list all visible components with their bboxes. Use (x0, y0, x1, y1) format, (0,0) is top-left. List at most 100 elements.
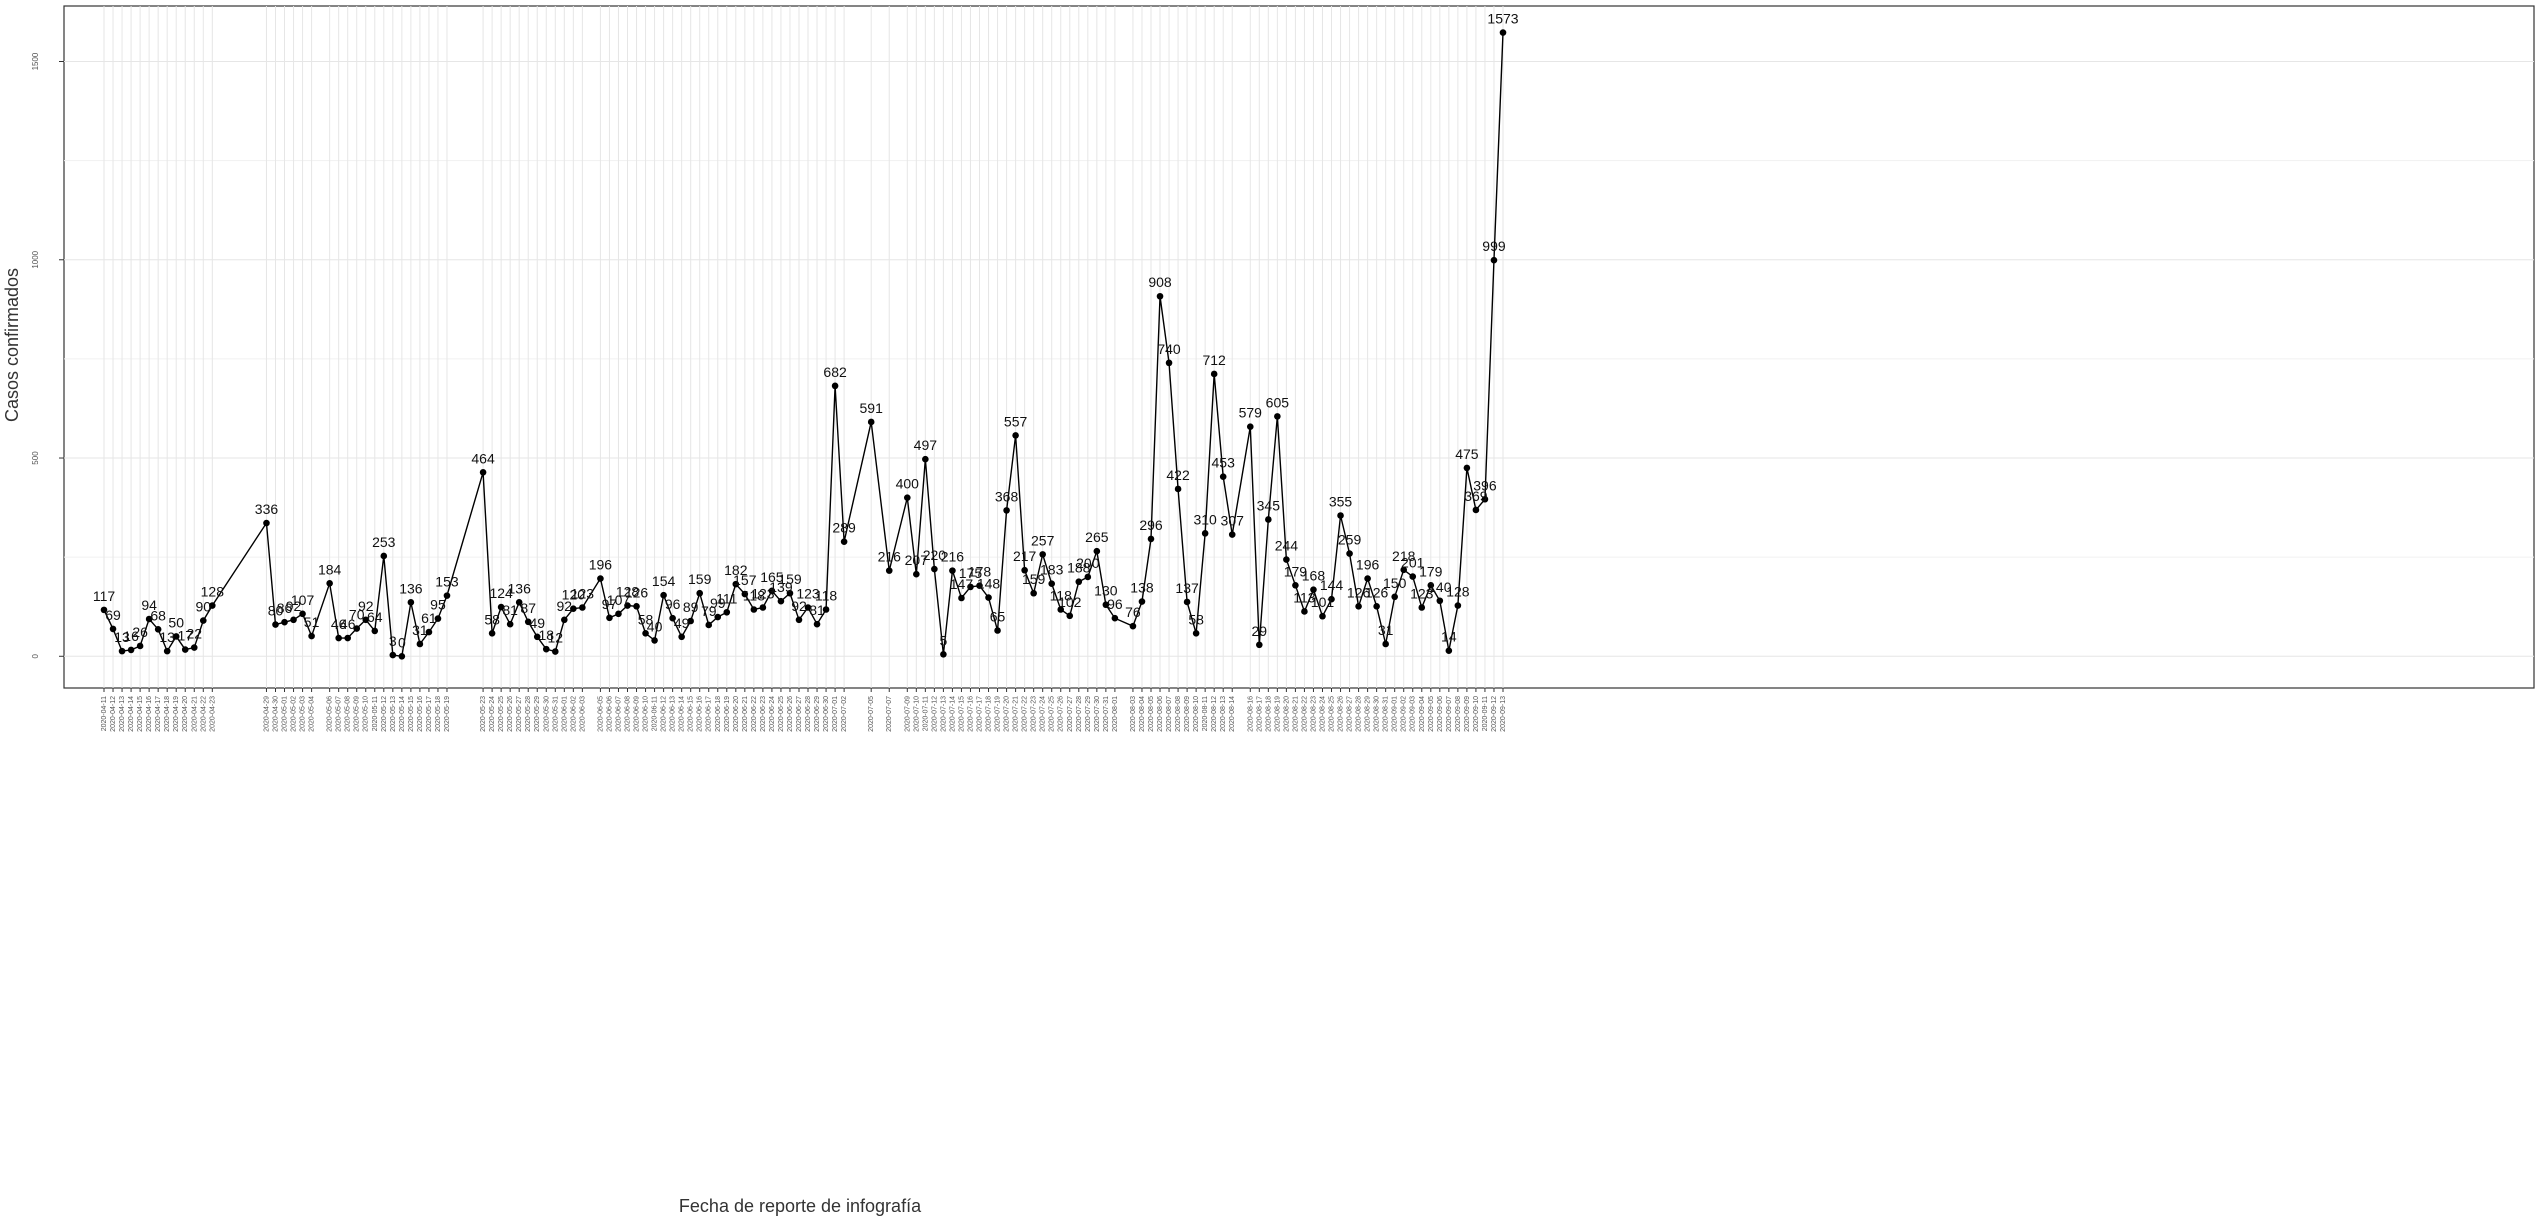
x-tick-label: 2020-08-03 (1130, 696, 1137, 732)
data-label: 22 (186, 626, 202, 642)
data-label: 175 (959, 565, 983, 581)
data-point (1093, 547, 1101, 555)
x-tick-label: 2020-05-07 (336, 696, 343, 732)
x-tick-label: 2020-07-20 (1004, 696, 1011, 732)
x-tick-label: 2020-04-13 (119, 696, 126, 732)
x-tick-label: 2020-06-03 (579, 696, 586, 732)
data-point (1427, 582, 1435, 589)
x-tick-label: 2020-08-12 (1211, 696, 1218, 732)
data-point (1165, 359, 1173, 367)
x-tick-label: 2020-05-28 (525, 696, 532, 732)
y-tick-label: 1500 (31, 52, 40, 70)
data-label: 49 (529, 615, 545, 631)
x-tick-label: 2020-06-08 (624, 696, 631, 732)
data-point (1138, 598, 1146, 605)
x-tick-label: 2020-08-28 (1356, 696, 1363, 732)
x-tick-label: 2020-06-26 (787, 696, 794, 732)
x-tick-label: 2020-07-31 (1103, 696, 1110, 732)
data-label: 1573 (1487, 11, 1518, 27)
data-point (1183, 598, 1191, 606)
data-point (1102, 601, 1110, 609)
x-tick-label: 2020-04-14 (128, 696, 135, 732)
data-label: 150 (1383, 575, 1407, 591)
x-tick-label: 2020-06-28 (805, 696, 812, 732)
data-point (723, 608, 731, 616)
y-tick-label: 1000 (31, 250, 40, 268)
data-label: 58 (1188, 611, 1204, 627)
x-tick-label: 2020-07-02 (841, 696, 848, 732)
data-point (777, 597, 785, 605)
data-point (1382, 640, 1389, 648)
data-point (1418, 604, 1426, 611)
x-tick-label: 2020-07-25 (1049, 696, 1056, 732)
data-point (1003, 507, 1010, 514)
x-tick-label: 2020-04-12 (110, 696, 117, 732)
data-label: 118 (743, 587, 766, 603)
data-point (1490, 256, 1498, 264)
data-point (181, 646, 189, 653)
data-label: 46 (340, 616, 356, 632)
x-tick-label: 2020-09-03 (1410, 696, 1417, 732)
x-tick-label: 2020-06-24 (769, 696, 776, 732)
x-tick-label: 2020-06-09 (634, 696, 641, 732)
x-tick-label: 2020-08-08 (1175, 696, 1182, 732)
data-point (443, 592, 451, 599)
data-point (1499, 29, 1507, 36)
data-point (678, 633, 685, 641)
data-label: 307 (1221, 513, 1245, 529)
data-label: 86 (277, 600, 293, 616)
x-tick-label: 2020-06-07 (615, 696, 622, 732)
data-point (362, 616, 370, 624)
x-tick-label: 2020-09-02 (1401, 696, 1408, 732)
data-point (290, 616, 297, 624)
data-point (1409, 573, 1417, 580)
data-label: 92 (286, 598, 302, 614)
data-label: 118 (1050, 587, 1073, 603)
x-tick-label: 2020-07-19 (995, 696, 1002, 732)
x-tick-label: 2020-08-05 (1148, 696, 1155, 732)
x-tick-label: 2020-06-16 (697, 696, 704, 732)
data-label: 14 (1441, 629, 1457, 645)
data-label: 96 (1107, 596, 1123, 612)
data-label: 136 (399, 580, 423, 596)
data-point (1391, 593, 1398, 601)
x-tick-label: 2020-05-09 (354, 696, 361, 732)
data-label: 40 (647, 618, 663, 634)
data-point (524, 618, 532, 626)
x-tick-label: 2020-07-22 (1022, 696, 1029, 732)
data-label: 92 (358, 598, 374, 614)
x-tick-label: 2020-08-16 (1247, 696, 1254, 732)
data-label: 49 (674, 615, 690, 631)
x-tick-label: 2020-09-05 (1428, 696, 1435, 732)
data-label: 81 (502, 602, 518, 618)
data-label: 140 (1428, 579, 1452, 595)
x-tick-label: 2020-06-22 (751, 696, 758, 732)
x-tick-label: 2020-08-10 (1193, 696, 1200, 732)
data-point (308, 632, 315, 640)
data-point (1319, 612, 1326, 620)
data-point (741, 590, 749, 598)
x-tick-label: 2020-06-21 (742, 696, 749, 732)
data-label: 18 (538, 627, 554, 643)
data-point (1021, 566, 1028, 574)
series-points (100, 29, 1507, 660)
data-label: 265 (1085, 529, 1109, 545)
x-tick-label: 2020-09-07 (1446, 696, 1453, 732)
data-point (1156, 292, 1164, 300)
data-point (1337, 512, 1344, 519)
x-tick-label: 2020-09-09 (1464, 696, 1471, 732)
data-point (190, 644, 198, 651)
data-point (344, 634, 351, 642)
data-label: 183 (1040, 562, 1064, 578)
data-point (1075, 578, 1083, 586)
data-label: 218 (1392, 548, 1416, 564)
data-label: 99 (710, 595, 726, 611)
data-point (1454, 602, 1462, 609)
data-label: 123 (571, 586, 595, 602)
x-tick-label: 2020-08-09 (1184, 696, 1191, 732)
data-point (272, 621, 279, 628)
y-tick-label: 0 (31, 654, 40, 659)
x-tick-label: 2020-08-07 (1166, 696, 1173, 732)
data-point (1219, 473, 1227, 480)
